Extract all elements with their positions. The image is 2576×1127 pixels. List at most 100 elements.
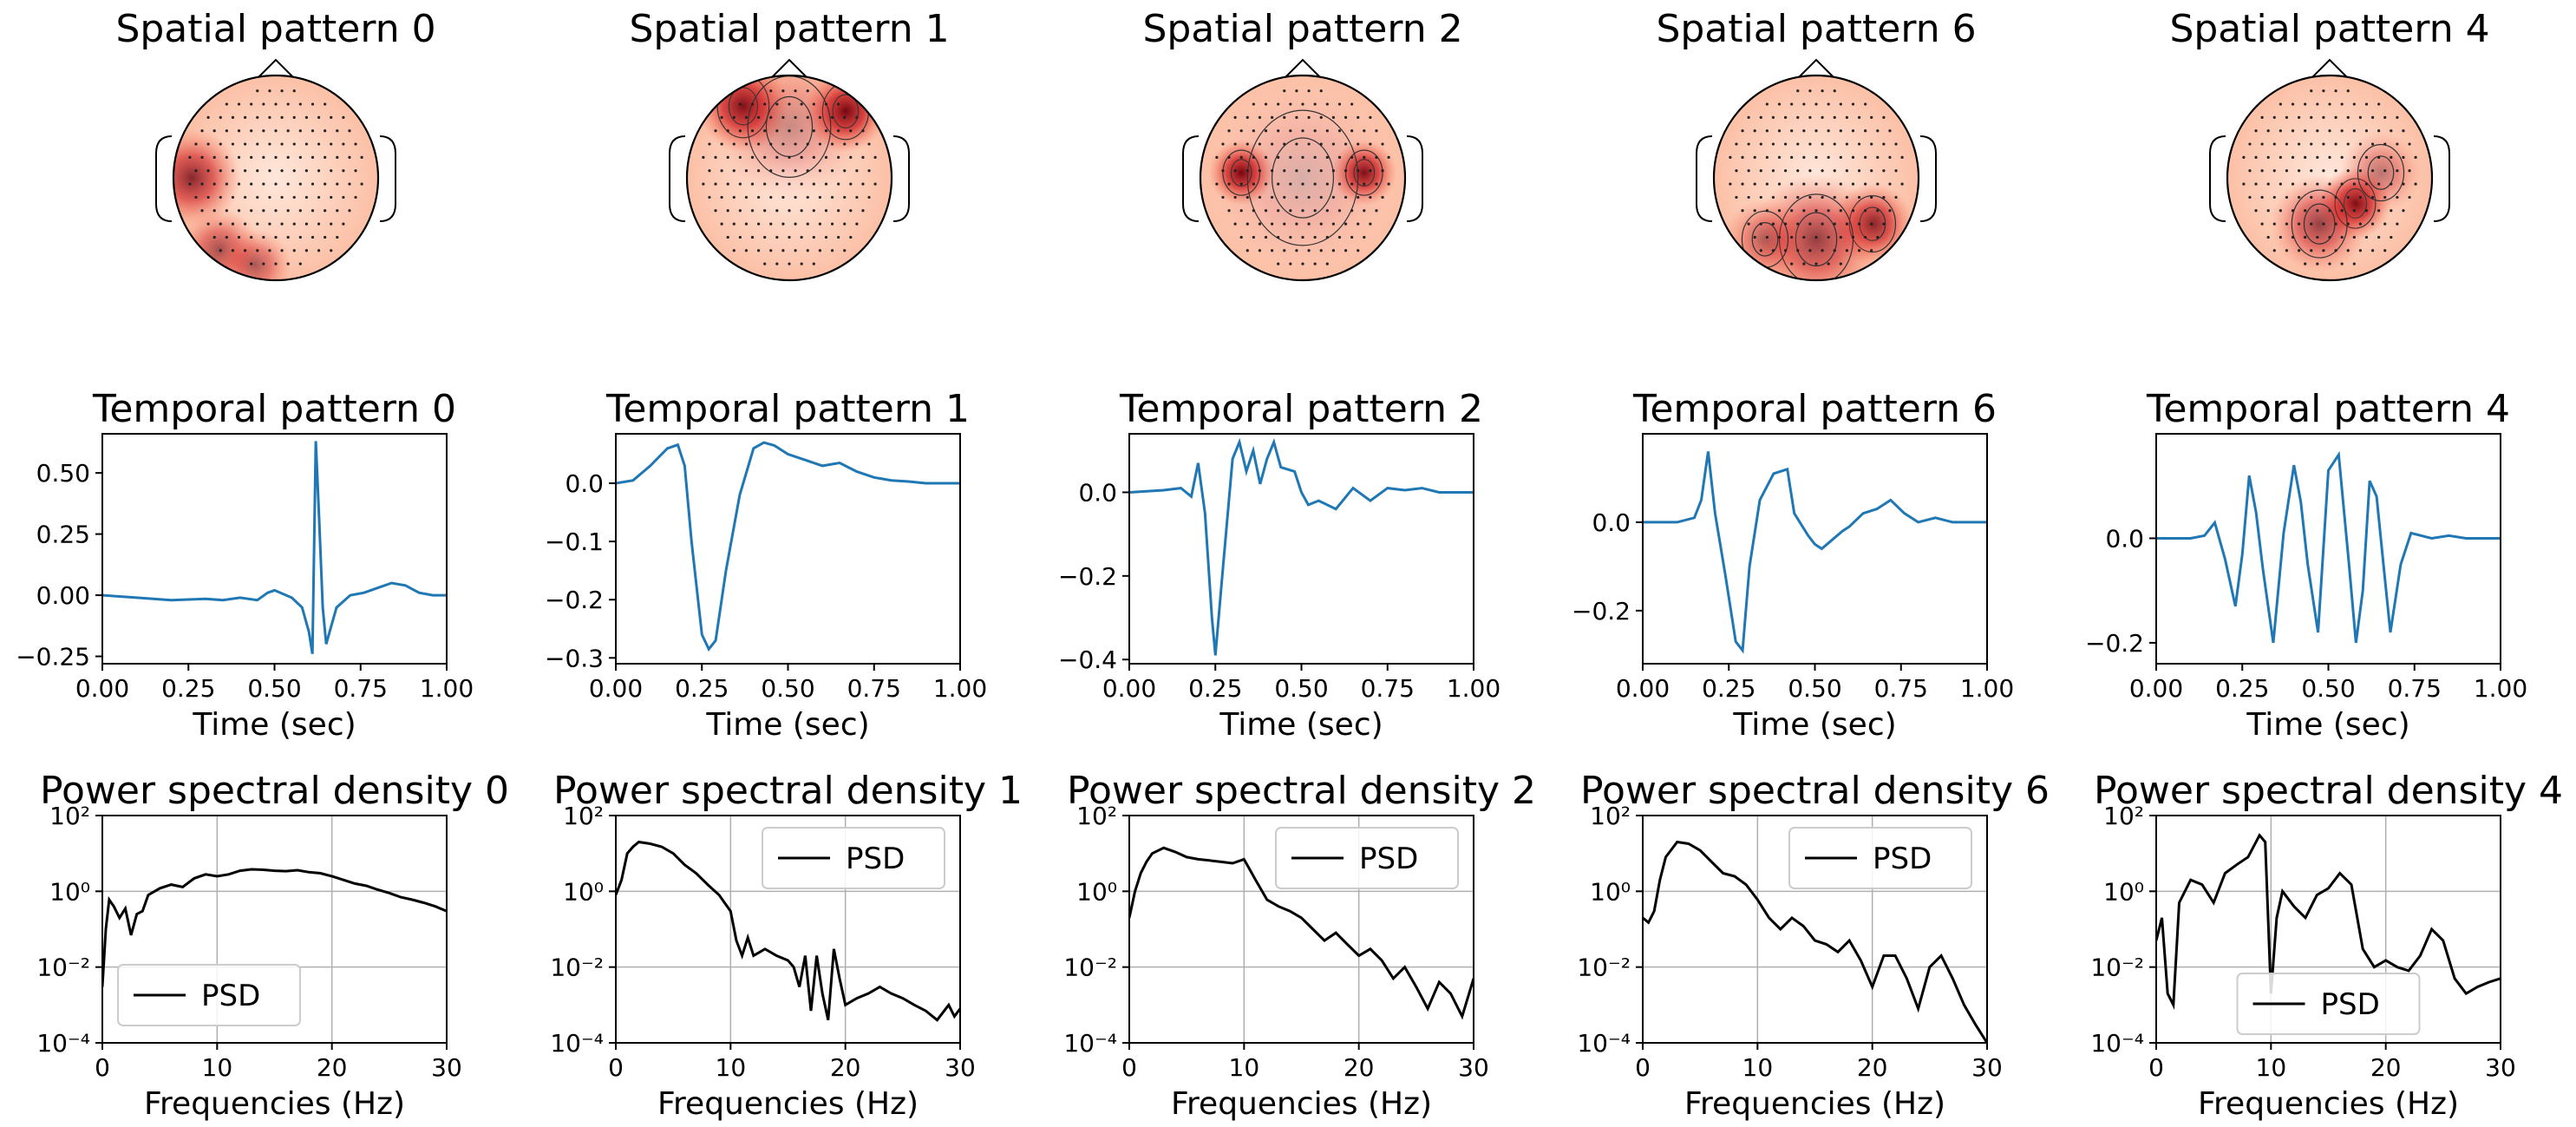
sensor-dot bbox=[1833, 195, 1836, 200]
sensor-dot bbox=[1307, 169, 1311, 173]
sensor-dot bbox=[2370, 169, 2375, 173]
sensor-dot bbox=[720, 142, 723, 146]
sensor-dot bbox=[219, 222, 222, 226]
sensor-dot bbox=[812, 235, 815, 239]
sensor-dot bbox=[188, 155, 192, 159]
sensor-dot bbox=[1258, 115, 1262, 119]
sensor-dot bbox=[2414, 182, 2417, 186]
axes-frame bbox=[101, 433, 448, 665]
sensor-dot bbox=[2285, 115, 2289, 119]
sensor-dot bbox=[788, 235, 791, 239]
sensor-dot bbox=[1246, 249, 1249, 252]
sensor-dot bbox=[1301, 262, 1304, 265]
sensor-dot bbox=[2340, 129, 2344, 133]
sensor-dot bbox=[250, 129, 253, 133]
sensor-dot bbox=[1344, 249, 1348, 252]
sensor-dot bbox=[1827, 182, 1830, 186]
sensor-dot bbox=[1857, 142, 1861, 146]
sensor-dot bbox=[292, 169, 296, 173]
sensor-dot bbox=[2272, 142, 2276, 146]
sensor-dot bbox=[843, 249, 847, 252]
sensor-dot bbox=[1331, 115, 1335, 119]
sensor-dot bbox=[274, 262, 278, 265]
sensor-dot bbox=[1344, 115, 1348, 119]
sensor-dot bbox=[342, 195, 345, 200]
sensor-dot bbox=[342, 142, 345, 146]
sensor-dot bbox=[2377, 209, 2381, 213]
sensor-dot bbox=[2248, 142, 2252, 146]
sensor-dot bbox=[849, 182, 853, 186]
sensor-dot bbox=[1833, 142, 1836, 146]
sensor-dot bbox=[1833, 249, 1836, 252]
sensor-dot bbox=[1319, 249, 1323, 252]
sensor-dot bbox=[2298, 249, 2301, 252]
sensor-dot bbox=[1870, 222, 1873, 226]
sensor-dots bbox=[188, 89, 363, 265]
sensor-dot bbox=[2402, 182, 2405, 186]
sensor-dot bbox=[317, 195, 321, 200]
sensor-dot bbox=[1771, 249, 1775, 252]
sensor-dot bbox=[262, 155, 265, 159]
sensor-dot bbox=[1369, 222, 1372, 226]
sensor-dot bbox=[1747, 195, 1750, 200]
sensor-dot bbox=[1814, 102, 1818, 106]
sensor-dot bbox=[286, 102, 290, 106]
sensor-dot bbox=[298, 129, 302, 133]
sensor-dot bbox=[1827, 209, 1830, 213]
y-tick-label: 10⁰ bbox=[563, 877, 604, 906]
sensor-dot bbox=[1307, 115, 1311, 119]
sensor-dot bbox=[1337, 235, 1342, 239]
sensor-dot bbox=[1864, 155, 1867, 159]
sensor-dot bbox=[1845, 222, 1848, 226]
x-tick-label: 10 bbox=[1229, 1053, 1260, 1082]
y-tick-label: 10² bbox=[2103, 802, 2144, 830]
sensor-dot bbox=[1337, 102, 1342, 106]
sensor-dot bbox=[1888, 155, 1892, 159]
sensor-dot bbox=[2383, 142, 2387, 146]
sensor-dot bbox=[1227, 209, 1231, 213]
sensor-dot bbox=[330, 195, 333, 200]
sensor-dot bbox=[744, 222, 749, 226]
sensor-dot bbox=[244, 142, 247, 146]
sensor-dot bbox=[206, 222, 210, 226]
sensor-dot bbox=[1765, 155, 1769, 159]
sensor-dot bbox=[1900, 182, 1904, 186]
chart-title: Power spectral density 1 bbox=[553, 769, 1023, 813]
nose bbox=[2311, 58, 2348, 78]
sensor-dot bbox=[1857, 195, 1861, 200]
legend: PSD bbox=[1788, 827, 1972, 889]
x-axis-label: Time (sec) bbox=[1732, 707, 1896, 743]
sensor-dot bbox=[1375, 209, 1378, 213]
sensor-dot bbox=[1289, 129, 1292, 133]
sensor-dot bbox=[818, 249, 822, 252]
sensor-dot bbox=[2291, 155, 2295, 159]
sensor-dot bbox=[237, 209, 241, 213]
sensor-dot bbox=[1277, 209, 1280, 213]
sensor-dot bbox=[1258, 249, 1262, 252]
sensor-dot bbox=[1369, 142, 1372, 146]
sensor-dot bbox=[1845, 115, 1848, 119]
sensor-dot bbox=[274, 102, 278, 106]
psd-line bbox=[1129, 846, 1474, 1020]
sensor-dot bbox=[738, 209, 742, 213]
sensor-dot bbox=[2408, 142, 2411, 146]
sensor-dot bbox=[750, 182, 755, 186]
x-tick-label: 1.00 bbox=[1447, 674, 1500, 703]
sensor-dot bbox=[1337, 182, 1342, 186]
psd-chart-3: Power spectral density 6 0 10 20 30 10⁻⁴ 10⁻² 1… bbox=[1577, 769, 2050, 1122]
sensor-dot bbox=[1350, 129, 1354, 133]
sensor-dot bbox=[2334, 169, 2337, 173]
sensor-dot bbox=[1759, 222, 1762, 226]
x-axis-label: Frequencies (Hz) bbox=[1684, 1086, 1945, 1122]
sensor-dot bbox=[262, 129, 265, 133]
spatial-title: Spatial pattern 1 bbox=[629, 7, 949, 51]
x-tick-label: 0.25 bbox=[675, 674, 729, 703]
sensor-dot bbox=[2266, 129, 2270, 133]
sensor-dot bbox=[2358, 249, 2362, 252]
sensor-dot bbox=[1271, 169, 1274, 173]
sensor-dot bbox=[2358, 115, 2362, 119]
sensor-dot bbox=[2328, 102, 2331, 106]
x-tick-label: 10 bbox=[1742, 1053, 1774, 1082]
sensor-dot bbox=[2304, 262, 2307, 265]
sensor-dot bbox=[1325, 129, 1329, 133]
